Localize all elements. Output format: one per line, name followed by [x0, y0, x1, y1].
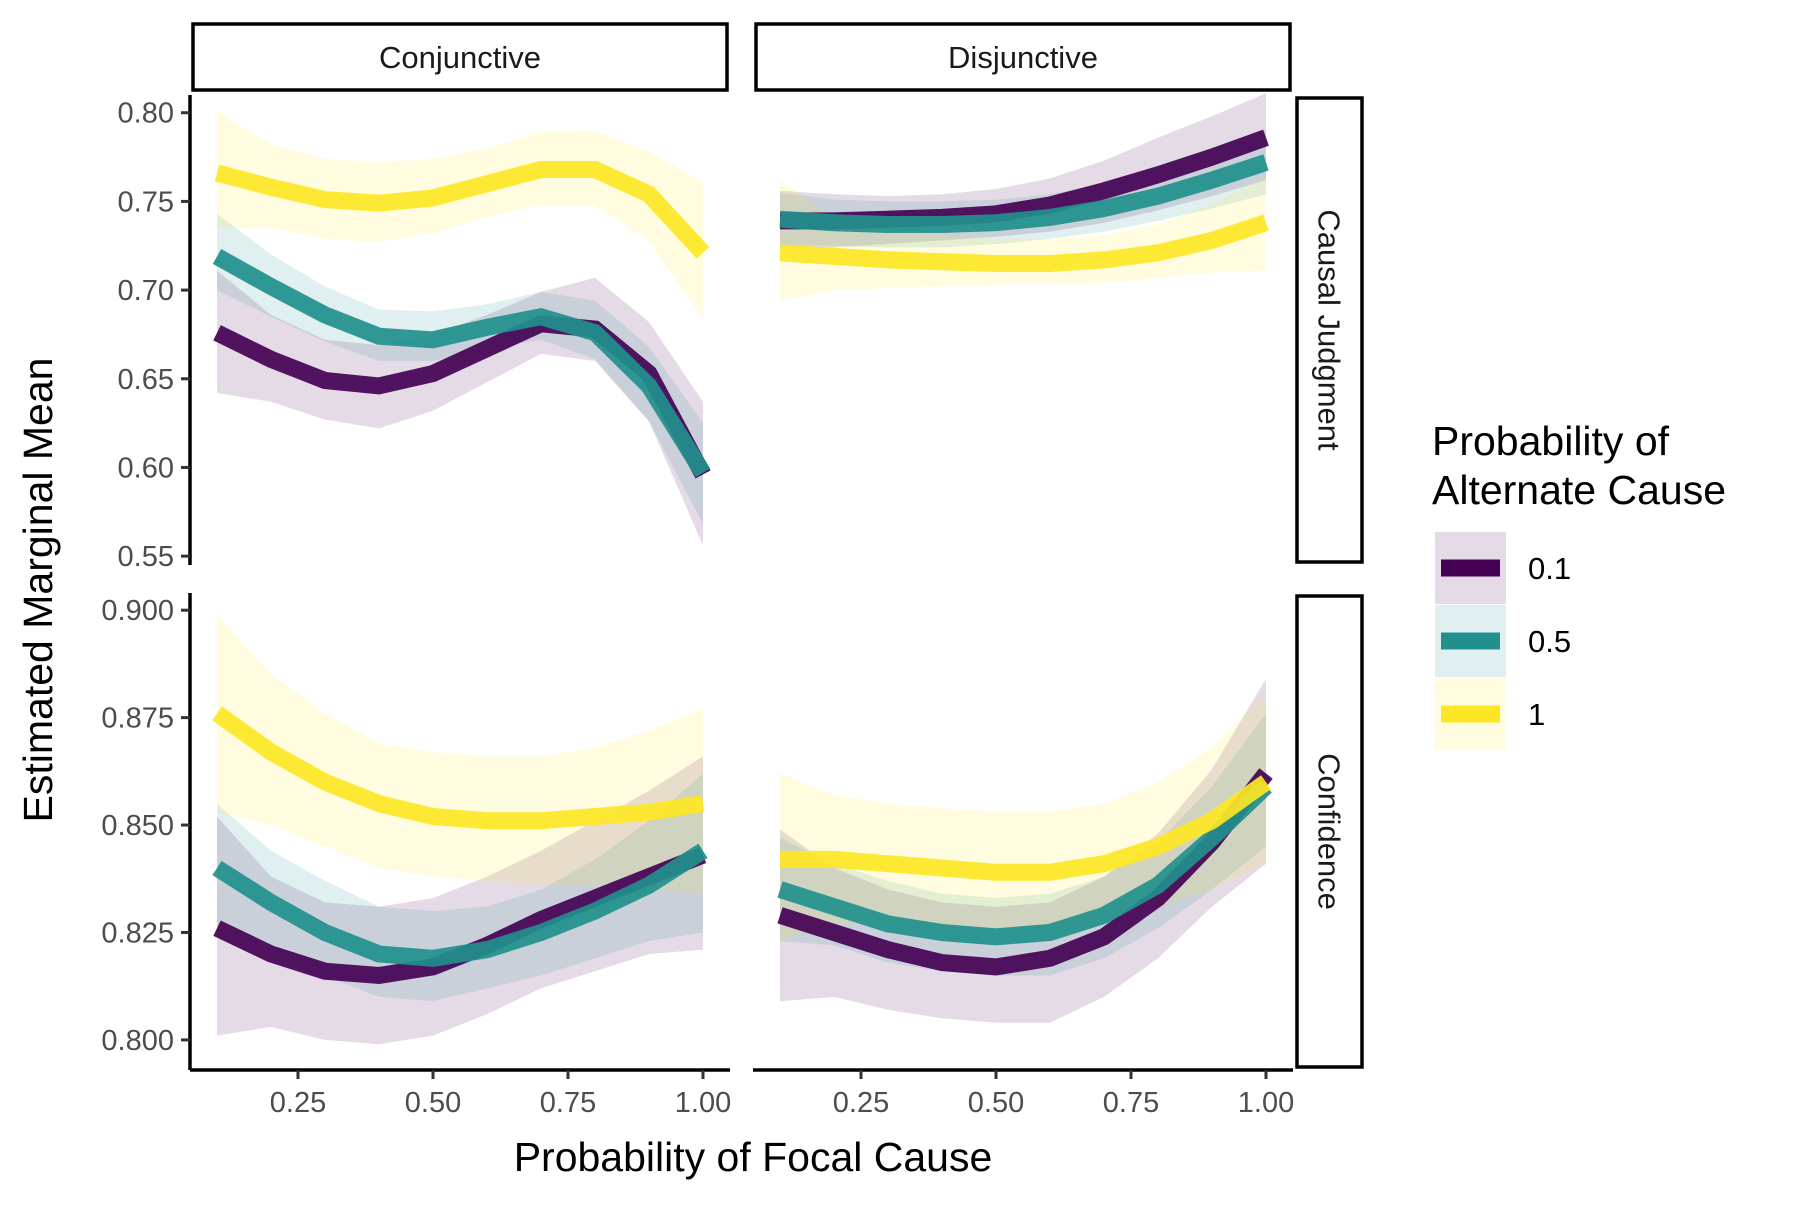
confidence-ribbon-0.1 [217, 270, 703, 546]
legend-label-1: 1 [1528, 697, 1545, 732]
x-tick-label: 1.00 [1238, 1087, 1294, 1119]
legend-label-0.5: 0.5 [1528, 624, 1571, 659]
series-line-0.5 [777, 780, 1272, 946]
x-tick-label: 1.00 [675, 1087, 731, 1119]
x-tick-label: 0.50 [405, 1087, 461, 1119]
series-line-0.5 [212, 843, 708, 967]
panel-causal-judgment-conjunctive [212, 111, 711, 546]
x-tick-label: 0.25 [833, 1087, 889, 1119]
y-tick-label: 0.850 [101, 810, 174, 842]
x-tick-label: 0.75 [1103, 1087, 1159, 1119]
confidence-ribbon-0.5 [217, 213, 703, 525]
series-line-1 [779, 214, 1269, 272]
confidence-ribbon-1 [780, 691, 1266, 942]
confidence-ribbon-0.1 [780, 678, 1266, 1023]
x-tick-label: 0.25 [270, 1087, 326, 1119]
axes: 0.55 0.60 0.65 0.70 0.75 0.80 0.800 0.825 0.850 0… [101, 95, 1294, 1119]
y-axis-title: Estimated Marginal Mean [15, 358, 61, 823]
facet-strip-conjunctive [191, 22, 729, 92]
series-line-0.5 [212, 248, 711, 478]
facet-label-conjunctive: Conjunctive [379, 40, 541, 75]
confidence-ribbon-1 [780, 176, 1266, 301]
y-tick-label: 0.75 [118, 186, 174, 218]
legend-title-line: Alternate Cause [1432, 467, 1726, 513]
series-line-1 [214, 161, 710, 259]
y-tick-label: 0.55 [118, 541, 174, 573]
series-line-1 [212, 706, 705, 830]
series-line-1 [780, 775, 1271, 881]
y-tick-label: 0.875 [101, 703, 174, 735]
x-tick-label: 0.75 [540, 1087, 596, 1119]
facet-panels [212, 93, 1273, 1045]
legend-label-0.1: 0.1 [1528, 551, 1571, 586]
facet-label-confidence: Confidence [1312, 753, 1347, 910]
x-axis-title: Probability of Focal Cause [514, 1134, 993, 1180]
facet-label-causal-judgment: Causal Judgment [1312, 209, 1347, 451]
y-tick-label: 0.80 [118, 98, 174, 130]
y-tick-label: 0.60 [118, 452, 174, 484]
panel-causal-judgment-disjunctive [779, 93, 1269, 301]
facet-strips: Conjunctive Disjunctive Causal Judgment Con… [191, 22, 1364, 1069]
y-tick-label: 0.900 [101, 595, 174, 627]
facet-strip-causal-judgment [1295, 96, 1364, 564]
panel-confidence-conjunctive [212, 614, 708, 1045]
y-tick-label: 0.70 [118, 275, 174, 307]
y-tick-label: 0.825 [101, 917, 174, 949]
facet-label-disjunctive: Disjunctive [948, 40, 1098, 75]
facet-strip-confidence [1295, 594, 1364, 1069]
legend-title-line: Probability of [1432, 418, 1670, 464]
y-tick-label: 0.65 [118, 364, 174, 396]
facet-strip-disjunctive [754, 22, 1292, 92]
x-tick-label: 0.50 [968, 1087, 1024, 1119]
series-line-0.5 [779, 154, 1269, 233]
panel-confidence-disjunctive [777, 678, 1273, 1023]
y-tick-label: 0.800 [101, 1025, 174, 1057]
